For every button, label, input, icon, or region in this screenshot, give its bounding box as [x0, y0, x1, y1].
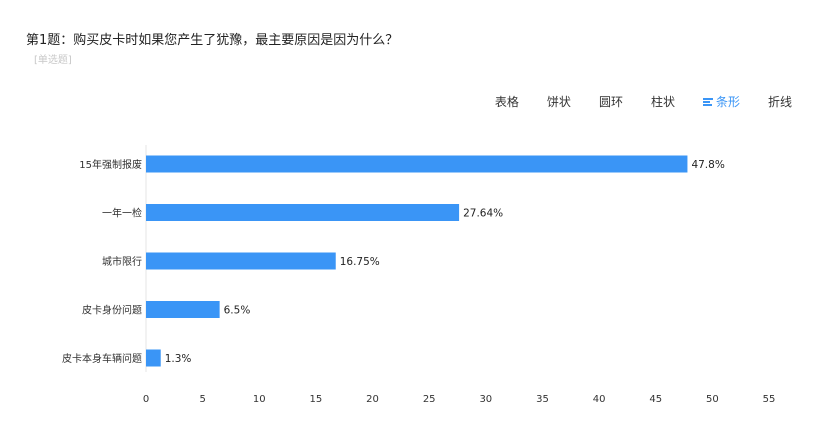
x-tick-label: 30 — [479, 394, 492, 405]
question-title: 第1题：购买皮卡时如果您产生了犹豫，最主要原因是因为什么？ — [26, 33, 399, 48]
question-type-tag: [单选题] — [34, 55, 72, 66]
x-tick-label: 5 — [199, 394, 205, 405]
tab-pie[interactable]: 饼状 — [546, 95, 571, 109]
bar[interactable] — [146, 301, 220, 318]
bar-list-icon — [702, 97, 713, 107]
x-tick-label: 25 — [423, 394, 436, 405]
bar[interactable] — [146, 252, 336, 270]
x-tick-label: 55 — [763, 394, 776, 405]
x-tick-label: 0 — [143, 394, 149, 405]
x-tick-label: 35 — [536, 394, 549, 405]
tab-table[interactable]: 表格 — [494, 95, 519, 109]
tab-column[interactable]: 柱状 — [650, 95, 675, 109]
tab-bar[interactable]: 条形 — [702, 93, 740, 110]
bar[interactable] — [146, 155, 688, 173]
x-tick-label: 20 — [366, 394, 379, 405]
data-label: 16.75% — [340, 256, 380, 268]
category-label: 城市限行 — [102, 255, 142, 268]
data-label: 47.8% — [691, 159, 724, 171]
x-tick-label: 50 — [706, 394, 719, 405]
x-tick-label: 10 — [253, 394, 266, 405]
chart-type-tabs: 表格 饼状 圆环 柱状 条形 折线 — [467, 93, 792, 110]
x-tick-label: 45 — [649, 394, 662, 405]
category-label: 15年强制报废 — [79, 158, 142, 171]
tab-line[interactable]: 折线 — [767, 95, 792, 109]
x-tick-label: 15 — [310, 394, 323, 405]
category-label: 一年一检 — [102, 207, 142, 220]
category-label: 皮卡本身车辆问题 — [62, 352, 142, 365]
category-label: 皮卡身份问题 — [82, 304, 142, 317]
x-tick-label: 40 — [593, 394, 606, 405]
bar[interactable] — [146, 349, 161, 367]
data-label: 6.5% — [224, 305, 251, 317]
data-label: 27.64% — [463, 208, 503, 220]
tab-ring[interactable]: 圆环 — [598, 95, 623, 109]
bar[interactable] — [146, 204, 460, 221]
data-label: 1.3% — [165, 353, 192, 365]
